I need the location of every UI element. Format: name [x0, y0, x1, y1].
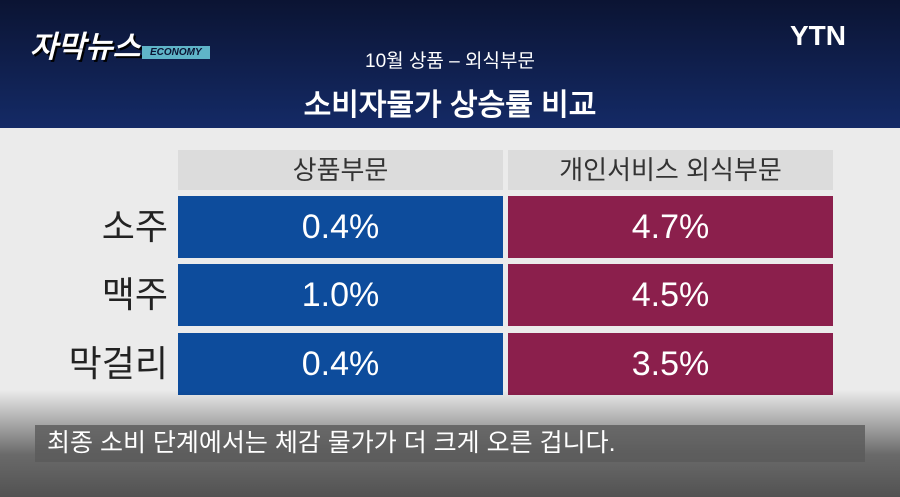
cell: 3.5%: [508, 333, 833, 395]
channel-logo: YTN: [790, 20, 846, 51]
row-label: 맥주: [101, 274, 168, 315]
cell: 0.4%: [178, 196, 503, 258]
cell: 4.5%: [508, 264, 833, 326]
column-header: 상품부문: [178, 150, 503, 190]
caption: 최종 소비 단계에서는 체감 물가가 더 크게 오른 겁니다.: [35, 425, 865, 462]
row-label: 소주: [101, 206, 168, 247]
logo-tag: ECONOMY: [142, 46, 210, 59]
cell: 0.4%: [178, 333, 503, 395]
subtitle: 10월 상품 – 외식부문: [365, 51, 535, 72]
column-header: 개인서비스 외식부문: [508, 150, 833, 190]
cell: 1.0%: [178, 264, 503, 326]
cell: 4.7%: [508, 196, 833, 258]
row-label: 막걸리: [68, 343, 168, 384]
logo: 자막뉴스: [30, 31, 141, 64]
title: 소비자물가 상승률 비교: [303, 89, 597, 122]
header-band: [0, 0, 900, 128]
